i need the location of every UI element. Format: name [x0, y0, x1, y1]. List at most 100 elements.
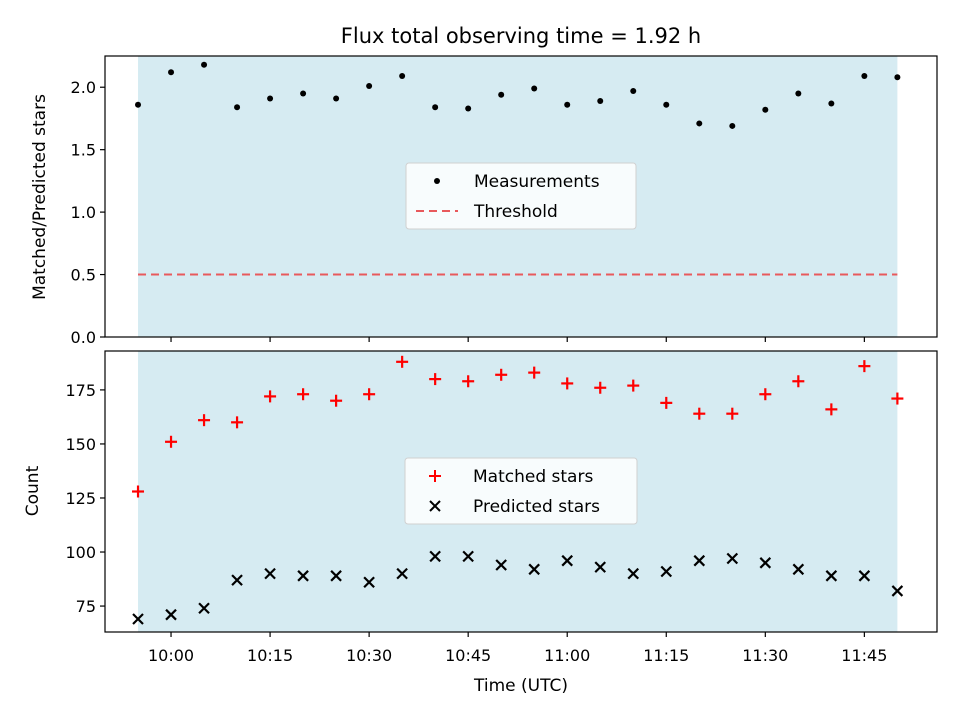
- top-y-tick-label: 1.5: [71, 141, 96, 160]
- legend-matched-label: Matched stars: [473, 467, 593, 487]
- legend-measurements-marker: [434, 178, 440, 184]
- top-y-axis-label: Matched/Predicted stars: [30, 94, 50, 300]
- measurement-point: [663, 101, 670, 108]
- predicted-star-point: [495, 559, 507, 571]
- matched-star-point: [594, 381, 607, 394]
- measurement-point: [465, 105, 472, 112]
- measurements-series: [135, 61, 901, 129]
- matched-star-point: [561, 377, 574, 390]
- predicted-star-point: [594, 561, 607, 573]
- predicted-star-point: [297, 570, 309, 582]
- bottom-y-tick-label: 125: [65, 489, 96, 508]
- predicted-star-point: [330, 570, 342, 582]
- bottom-y-axis-label: Count: [23, 465, 43, 516]
- top-legend: Measurements Threshold: [405, 162, 637, 230]
- measurement-point: [894, 74, 901, 81]
- predicted-star-point: [627, 567, 640, 580]
- x-tick-label: 10:00: [148, 646, 194, 665]
- predicted-star-point: [231, 574, 243, 586]
- matched-star-point: [462, 375, 475, 388]
- top-legend-box: [405, 162, 637, 230]
- predicted-stars-series: [132, 550, 904, 625]
- predicted-star-point: [528, 563, 540, 576]
- predicted-star-point: [726, 552, 739, 565]
- chart-title: Flux total observing time = 1.92 h: [341, 24, 701, 48]
- matched-star-point: [396, 355, 409, 368]
- matched-stars-series: [132, 355, 904, 498]
- predicted-star-point: [363, 576, 375, 589]
- top-panel: 0.00.51.01.52.0 Matched/Predicted stars …: [30, 55, 938, 347]
- matched-star-point: [858, 360, 871, 373]
- top-y-axis: 0.0 0.5 1.0 1.5 2.0: [71, 78, 105, 347]
- bottom-axes-frame: [104, 350, 938, 633]
- matched-star-point: [726, 407, 739, 420]
- measurement-point: [630, 87, 637, 94]
- measurement-point: [300, 90, 307, 97]
- predicted-star-point: [264, 567, 276, 580]
- matched-star-point: [627, 379, 640, 392]
- matched-star-point: [528, 366, 541, 379]
- measurement-point: [795, 90, 802, 97]
- measurement-point: [399, 72, 406, 79]
- matched-star-point: [297, 388, 310, 401]
- matched-star-point: [891, 392, 904, 405]
- measurement-point: [333, 95, 340, 102]
- top-y-tick-label: 0.0: [71, 328, 96, 347]
- legend-predicted-label: Predicted stars: [473, 497, 600, 517]
- matched-star-point: [429, 373, 442, 386]
- bottom-y-tick-label: 150: [65, 435, 96, 454]
- top-x-ticks: [170, 337, 865, 342]
- top-y-tick-label: 2.0: [71, 78, 96, 97]
- predicted-star-point: [132, 613, 144, 625]
- measurement-point: [696, 120, 703, 127]
- matched-star-point: [264, 390, 277, 403]
- measurement-point: [366, 82, 373, 89]
- measurement-point: [234, 104, 241, 111]
- matched-star-point: [330, 394, 343, 407]
- bottom-panel: 75 100 125 150 175 10:00 10:15 10:30 10:45 11:00…: [23, 350, 938, 696]
- top-y-tick-label: 0.5: [71, 266, 96, 285]
- measurement-point: [201, 61, 208, 68]
- measurement-point: [597, 97, 604, 104]
- predicted-star-point: [462, 550, 474, 563]
- predicted-star-point: [429, 550, 441, 563]
- predicted-star-point: [396, 567, 408, 580]
- measurement-point: [729, 122, 736, 129]
- legend-measurements-label: Measurements: [474, 172, 600, 192]
- bottom-y-axis: 75 100 125 150 175: [65, 381, 105, 616]
- measurement-point: [564, 101, 571, 108]
- predicted-star-point: [858, 570, 871, 582]
- x-axis-label: Time (UTC): [473, 676, 568, 696]
- legend-matched-marker: [429, 470, 441, 482]
- measurement-point: [828, 100, 835, 107]
- bottom-y-tick-label: 175: [65, 381, 96, 400]
- bottom-y-tick-label: 100: [65, 543, 96, 562]
- predicted-star-point: [660, 565, 673, 578]
- predicted-star-point: [891, 585, 904, 597]
- matched-star-point: [198, 414, 211, 427]
- legend-predicted-marker: [429, 500, 441, 512]
- bottom-y-tick-label: 75: [76, 597, 96, 616]
- matched-star-point: [792, 375, 805, 388]
- matched-star-point: [825, 403, 838, 416]
- x-tick-label: 11:00: [544, 646, 590, 665]
- matched-star-point: [132, 485, 145, 498]
- predicted-star-point: [198, 602, 210, 615]
- x-tick-label: 11:45: [841, 646, 887, 665]
- measurement-point: [135, 101, 142, 108]
- matched-star-point: [759, 388, 772, 401]
- matched-star-point: [660, 396, 673, 409]
- top-axes-frame: [104, 55, 938, 338]
- x-tick-label: 10:45: [445, 646, 491, 665]
- matched-star-point: [231, 416, 244, 429]
- x-tick-label: 11:30: [742, 646, 788, 665]
- bottom-legend: Matched stars Predicted stars: [404, 457, 638, 525]
- x-tick-label: 11:15: [643, 646, 689, 665]
- x-tick-label: 10:30: [346, 646, 392, 665]
- measurement-point: [168, 69, 175, 76]
- legend-threshold-label: Threshold: [473, 202, 558, 222]
- predicted-star-point: [792, 563, 805, 576]
- predicted-star-point: [693, 554, 706, 567]
- matched-star-point: [363, 388, 376, 401]
